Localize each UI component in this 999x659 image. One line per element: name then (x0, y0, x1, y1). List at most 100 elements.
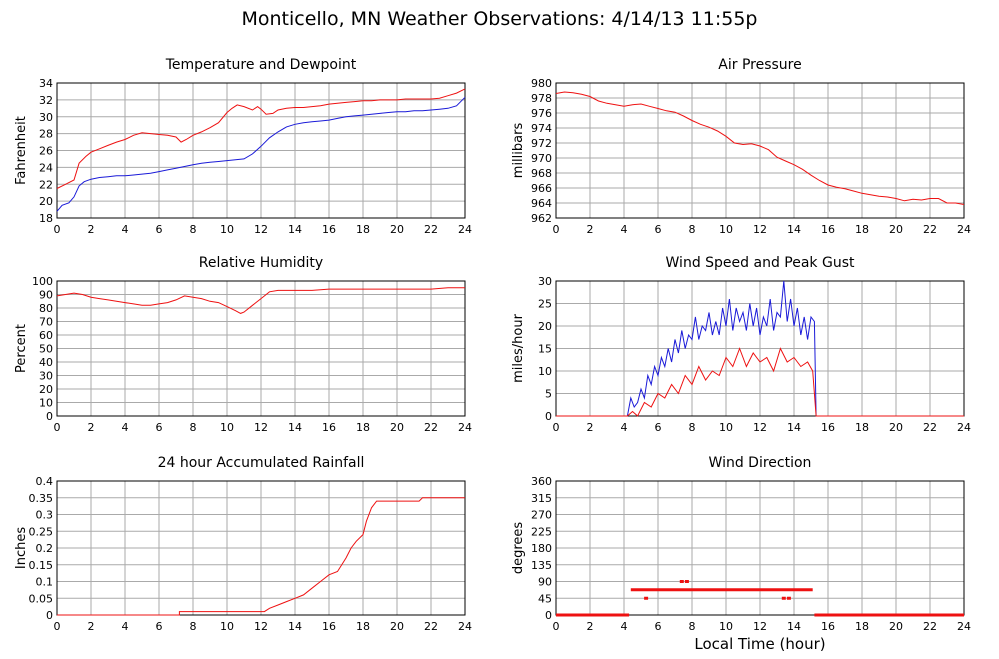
temp-series-blue-line (56, 96, 466, 212)
temp-y-tick-label: 18 (39, 212, 53, 225)
humidity-y-tick-label: 50 (39, 343, 53, 356)
humidity-x-tick-label: 4 (122, 421, 129, 434)
rain-y-tick-label: 0.2 (36, 542, 54, 555)
pressure-y-tick-label: 968 (531, 167, 552, 180)
pressure-x-tick-label: 10 (719, 223, 733, 236)
pressure-x-tick-label: 16 (821, 223, 835, 236)
temp-y-tick-label: 28 (39, 128, 53, 141)
rain-x-tick-label: 0 (54, 620, 61, 633)
temp-y-tick-label: 26 (39, 145, 53, 158)
wind-title: Wind Speed and Peak Gust (666, 255, 855, 271)
temp-x-tick-label: 0 (54, 223, 61, 236)
direction-point (781, 596, 786, 600)
rain-x-tick-label: 8 (190, 620, 197, 633)
direction-x-tick-label: 12 (753, 620, 767, 633)
humidity-x-tick-label: 10 (220, 421, 234, 434)
wind-x-tick-label: 20 (889, 421, 903, 434)
wind-y-tick-label: 30 (538, 275, 552, 288)
direction-y-tick-label: 135 (531, 559, 552, 572)
wind-y-tick-label: 10 (538, 365, 552, 378)
wind-x-tick-label: 6 (655, 421, 662, 434)
pressure-y-tick-label: 970 (531, 152, 552, 165)
temp-y-tick-label: 20 (39, 195, 53, 208)
rain-y-tick-label: 0.15 (29, 559, 54, 572)
wind-frame (555, 280, 965, 417)
pressure-title: Air Pressure (718, 57, 801, 73)
direction-y-tick-label: 360 (531, 475, 552, 488)
rain-x-tick-label: 18 (356, 620, 370, 633)
humidity-x-tick-label: 18 (356, 421, 370, 434)
humidity-frame (56, 280, 466, 417)
humidity-y-tick-label: 100 (32, 275, 53, 288)
pressure-x-tick-label: 24 (957, 223, 971, 236)
pressure-x-tick-label: 12 (753, 223, 767, 236)
rain-y-tick-label: 0.35 (29, 492, 54, 505)
direction-x-tick-label: 22 (923, 620, 937, 633)
direction-frame (555, 480, 965, 616)
rain-title: 24 hour Accumulated Rainfall (158, 455, 365, 471)
wind-y-tick-label: 25 (538, 298, 552, 311)
direction-y-axis-label: degrees (511, 522, 526, 575)
pressure-y-tick-label: 976 (531, 107, 552, 120)
direction-y-tick-label: 0 (545, 609, 552, 622)
direction-x-tick-label: 14 (787, 620, 801, 633)
wind-x-tick-label: 12 (753, 421, 767, 434)
pressure-y-tick-label: 978 (531, 92, 552, 105)
temp-x-tick-label: 14 (288, 223, 302, 236)
rain-x-tick-label: 10 (220, 620, 234, 633)
wind-x-tick-label: 24 (957, 421, 971, 434)
humidity-x-tick-label: 20 (390, 421, 404, 434)
direction-y-tick-label: 180 (531, 542, 552, 555)
wind-x-tick-label: 14 (787, 421, 801, 434)
rain-x-tick-label: 20 (390, 620, 404, 633)
direction-y-tick-label: 270 (531, 509, 552, 522)
pressure-frame (555, 82, 965, 219)
direction-x-tick-label: 8 (689, 620, 696, 633)
pressure-x-tick-label: 2 (587, 223, 594, 236)
wind-y-tick-label: 5 (545, 388, 552, 401)
wind-y-tick-label: 0 (545, 410, 552, 423)
humidity-y-tick-label: 10 (39, 397, 53, 410)
humidity-y-tick-label: 20 (39, 383, 53, 396)
direction-y-tick-label: 90 (538, 576, 552, 589)
temp-y-axis-label: Fahrenheit (14, 116, 29, 185)
pressure-x-tick-label: 14 (787, 223, 801, 236)
wind-x-tick-label: 2 (587, 421, 594, 434)
temp-x-tick-label: 4 (122, 223, 129, 236)
pressure-y-tick-label: 964 (531, 197, 552, 210)
direction-point (679, 580, 684, 583)
pressure-x-tick-label: 8 (689, 223, 696, 236)
rain-x-tick-label: 14 (288, 620, 302, 633)
direction-x-tick-label: 20 (889, 620, 903, 633)
rain-x-tick-label: 4 (122, 620, 129, 633)
pressure-x-tick-label: 22 (923, 223, 937, 236)
pressure-x-tick-label: 20 (889, 223, 903, 236)
rain-x-tick-label: 22 (424, 620, 438, 633)
rain-x-tick-label: 6 (156, 620, 163, 633)
direction-y-tick-label: 315 (531, 492, 552, 505)
temp-y-tick-label: 24 (39, 161, 53, 174)
direction-x-tick-label: 16 (821, 620, 835, 633)
rain-x-tick-label: 24 (458, 620, 472, 633)
pressure-y-tick-label: 980 (531, 77, 552, 90)
pressure-x-tick-label: 6 (655, 223, 662, 236)
temp-title: Temperature and Dewpoint (165, 57, 357, 73)
direction-title: Wind Direction (709, 455, 812, 471)
humidity-x-tick-label: 22 (424, 421, 438, 434)
pressure-series-red-line (555, 91, 965, 205)
direction-x-tick-label: 4 (621, 620, 628, 633)
pressure-y-tick-label: 962 (531, 212, 552, 225)
shared-x-axis-label: Local Time (hour) (694, 635, 826, 653)
direction-x-tick-label: 2 (587, 620, 594, 633)
wind-y-tick-label: 20 (538, 320, 552, 333)
wind-series-red-line (556, 347, 964, 417)
direction-point (786, 596, 791, 600)
pressure-y-tick-label: 974 (531, 122, 552, 135)
